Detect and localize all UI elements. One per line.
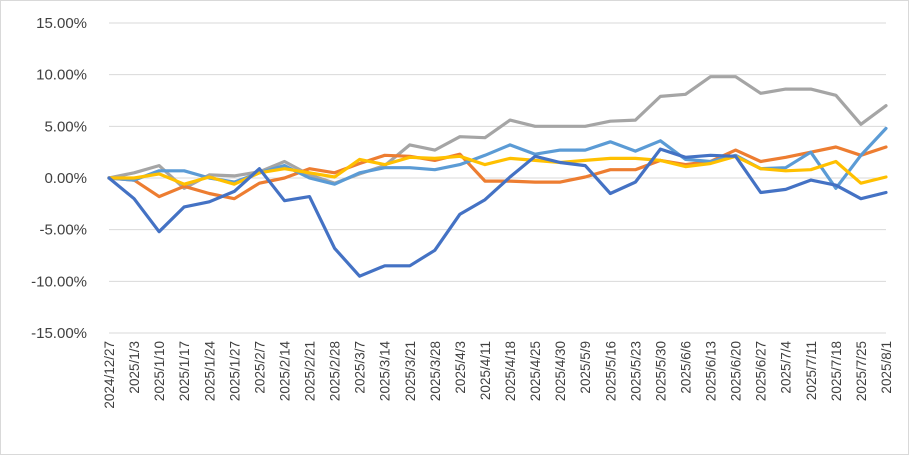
x-tick-label: 2025/4/30 xyxy=(553,341,568,401)
x-tick-label: 2025/6/13 xyxy=(704,341,719,401)
x-tick-label: 2025/3/21 xyxy=(403,341,418,401)
series-group xyxy=(107,75,888,278)
x-tick-label: 2025/6/27 xyxy=(754,341,769,401)
x-tick-label: 2025/8/1 xyxy=(879,341,894,394)
x-tick-label: 2025/1/27 xyxy=(227,341,242,401)
x-tick-label: 2025/4/3 xyxy=(453,341,468,394)
y-tick-label: -15.00% xyxy=(31,325,87,342)
x-tick-label: 2025/5/23 xyxy=(628,341,643,401)
series-line-orange xyxy=(107,145,888,201)
x-tick-label: 2025/1/3 xyxy=(127,341,142,394)
x-tick-label: 2025/2/28 xyxy=(328,341,343,401)
series-line-yellow xyxy=(107,154,888,186)
x-tick-label: 2025/3/7 xyxy=(353,341,368,394)
x-tick-label: 2025/6/20 xyxy=(729,341,744,401)
gridlines xyxy=(109,22,886,334)
series-line-dark-blue xyxy=(107,147,888,278)
y-tick-label: 0.00% xyxy=(44,170,87,187)
x-tick-label: 2025/7/4 xyxy=(779,341,794,394)
x-tick-label: 2025/7/25 xyxy=(854,341,869,401)
series-line-#7f7f7f_gray xyxy=(107,75,888,190)
x-tick-label: 2025/2/7 xyxy=(252,341,267,394)
y-tick-label: -10.00% xyxy=(31,273,87,290)
x-tick-label: 2025/1/24 xyxy=(202,341,217,402)
x-tick-label: 2025/4/25 xyxy=(528,341,543,401)
x-tick-label: 2025/3/14 xyxy=(378,341,393,402)
y-tick-label: 10.00% xyxy=(36,67,87,84)
x-tick-label: 2024/12/27 xyxy=(102,341,117,409)
x-tick-label: 2025/4/18 xyxy=(503,341,518,401)
x-tick-label: 2025/1/17 xyxy=(177,341,192,401)
series-line-light-blue xyxy=(107,126,888,190)
x-tick-label: 2025/5/16 xyxy=(603,341,618,401)
x-tick-label: 2025/2/21 xyxy=(303,341,318,401)
x-axis-labels: 2024/12/27 2025/1/3 2025/1/10 2025/1/17 2025… xyxy=(102,341,894,409)
x-tick-label: 2025/5/9 xyxy=(578,341,593,394)
x-tick-label: 2025/6/6 xyxy=(678,341,693,394)
y-tick-label: 5.00% xyxy=(44,118,87,135)
y-axis-labels: -15.00% -10.00% -5.00% 0.00% 5.00% 10.00% 15.0… xyxy=(31,15,87,342)
x-tick-label: 2025/7/18 xyxy=(829,341,844,401)
x-tick-label: 2025/3/28 xyxy=(428,341,443,401)
x-tick-label: 2025/1/10 xyxy=(152,341,167,401)
x-tick-label: 2025/2/14 xyxy=(277,341,292,402)
x-tick-label: 2025/7/11 xyxy=(804,341,819,400)
y-tick-label: 15.00% xyxy=(36,15,87,32)
y-tick-label: -5.00% xyxy=(39,222,87,239)
x-tick-label: 2025/5/30 xyxy=(653,341,668,401)
x-tick-label: 2025/4/11 xyxy=(478,341,493,400)
